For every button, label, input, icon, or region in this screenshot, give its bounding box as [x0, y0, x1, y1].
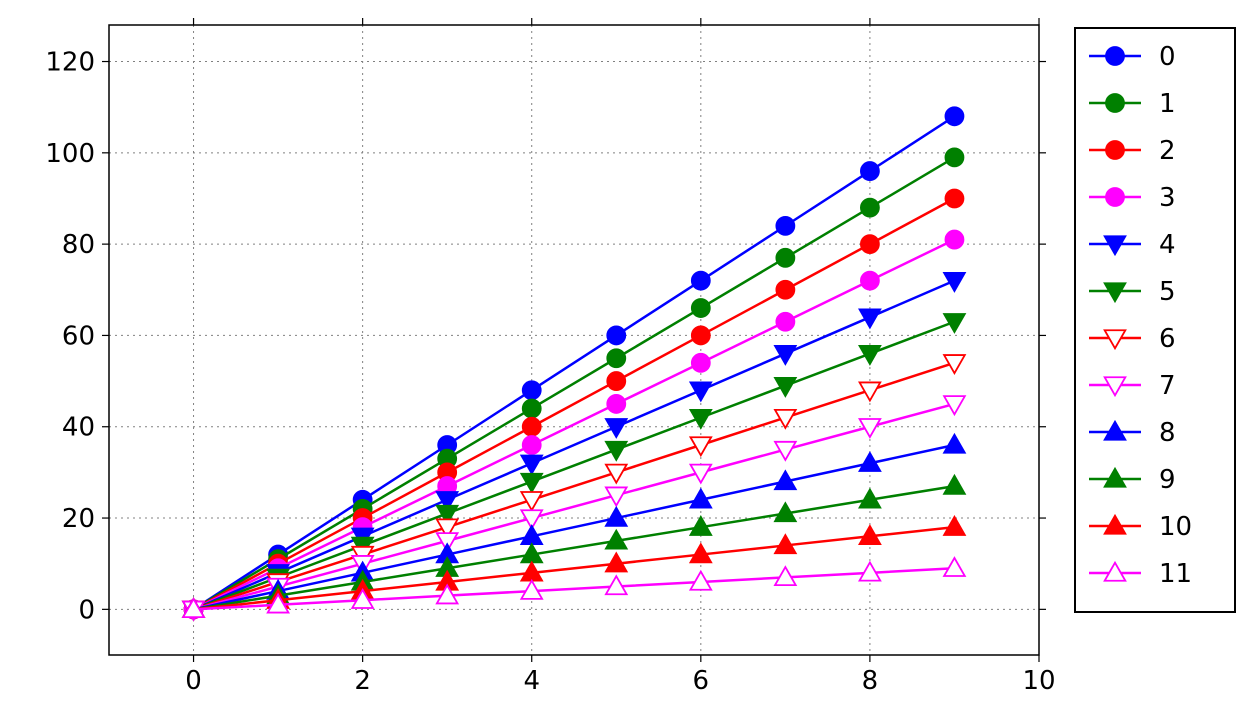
y-tick-label: 40 [62, 413, 95, 443]
y-tick-label: 100 [45, 139, 95, 169]
x-tick-label: 10 [1022, 666, 1055, 696]
legend-label: 10 [1159, 512, 1192, 542]
x-tick-label: 0 [185, 666, 202, 696]
legend-label: 3 [1159, 183, 1176, 213]
y-tick-label: 80 [62, 230, 95, 260]
y-tick-label: 20 [62, 504, 95, 534]
y-tick-label: 60 [62, 321, 95, 351]
y-tick-label: 0 [78, 595, 95, 625]
y-tick-label: 120 [45, 48, 95, 78]
legend-label: 7 [1159, 371, 1176, 401]
legend-label: 9 [1159, 465, 1176, 495]
legend-label: 6 [1159, 324, 1176, 354]
x-tick-label: 4 [523, 666, 540, 696]
legend-label: 0 [1159, 42, 1176, 72]
legend-label: 11 [1159, 559, 1192, 589]
legend-label: 5 [1159, 277, 1176, 307]
x-tick-label: 2 [354, 666, 371, 696]
chart-container: 024681002040608010012001234567891011 [0, 0, 1252, 704]
legend-label: 4 [1159, 230, 1176, 260]
legend-label: 8 [1159, 418, 1176, 448]
legend-label: 1 [1159, 89, 1176, 119]
legend: 0 1 2 3 4 5 6 7 8 9 10 11 [1075, 28, 1235, 612]
line-chart: 024681002040608010012001234567891011 [0, 0, 1252, 704]
x-tick-label: 8 [862, 666, 879, 696]
legend-label: 2 [1159, 136, 1176, 166]
x-tick-label: 6 [693, 666, 710, 696]
